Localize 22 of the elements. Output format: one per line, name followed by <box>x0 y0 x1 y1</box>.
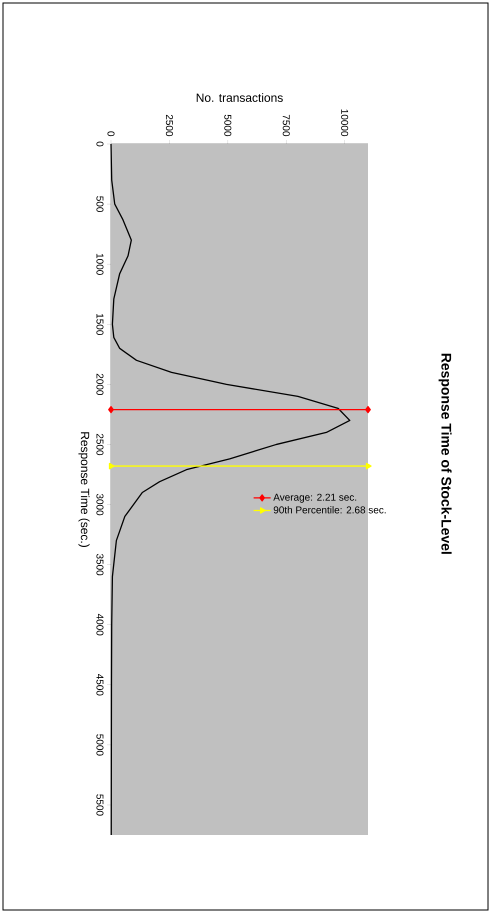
x-tick-label: 10000 <box>341 110 348 136</box>
y-tick-label: 1000 <box>96 254 104 275</box>
x-tick-label: 7500 <box>282 114 290 136</box>
legend-label: 90th Percentile: 2.68 sec. <box>274 506 386 514</box>
y-tick-label: 500 <box>96 196 104 212</box>
x-tick-label: 0 <box>107 131 115 136</box>
y-tick-label: 4500 <box>96 674 104 696</box>
y-tick-label: 1500 <box>96 314 104 335</box>
y-tick-label: 4000 <box>96 614 104 636</box>
legend-label: Average: 2.21 sec. <box>273 494 356 503</box>
x-tick-label: 2500 <box>166 114 173 136</box>
y-tick-label: 5500 <box>96 794 104 816</box>
y-axis-title: Response Time (sec.) <box>78 432 90 547</box>
x-axis-title: No. transactions <box>196 93 283 102</box>
text: Response Time of Stock-Level <box>438 354 452 554</box>
y-tick-label: 3500 <box>96 554 104 576</box>
y-tick-label: 0 <box>96 142 104 146</box>
y-tick-label: 2000 <box>96 374 104 396</box>
y-tick-label: 2500 <box>96 434 104 456</box>
y-tick-label: 3000 <box>96 494 104 516</box>
x-tick-label: 5000 <box>224 114 232 136</box>
y-tick-label: 5000 <box>96 734 104 756</box>
